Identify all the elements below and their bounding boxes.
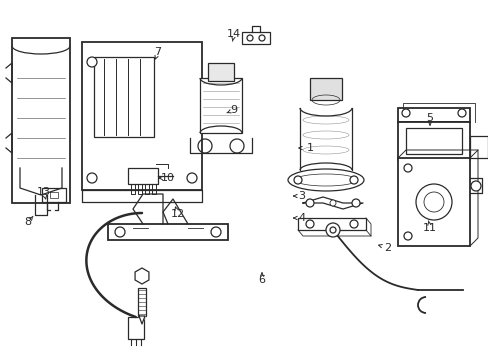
Text: 14: 14 (226, 29, 241, 39)
Bar (128, 168, 158, 184)
Circle shape (329, 200, 335, 206)
Text: 7: 7 (154, 47, 161, 57)
Text: 13: 13 (37, 187, 51, 197)
Text: 1: 1 (306, 143, 313, 153)
Circle shape (325, 223, 339, 237)
Bar (397, 108, 469, 122)
Text: 9: 9 (230, 105, 237, 115)
Polygon shape (135, 268, 149, 284)
Circle shape (415, 184, 451, 220)
Circle shape (305, 220, 313, 228)
Polygon shape (139, 316, 145, 324)
Circle shape (349, 220, 357, 228)
Bar (397, 158, 469, 246)
Circle shape (186, 173, 197, 183)
Text: 2: 2 (384, 243, 391, 253)
Bar (94, 57, 154, 137)
Circle shape (210, 227, 221, 237)
Bar (469, 136, 487, 158)
Text: 5: 5 (426, 113, 433, 123)
Bar (42, 188, 66, 202)
Bar (309, 78, 341, 100)
Circle shape (293, 176, 302, 184)
Bar (127, 317, 143, 339)
Circle shape (246, 35, 252, 41)
Text: 12: 12 (171, 209, 184, 219)
Circle shape (115, 227, 125, 237)
Circle shape (305, 199, 313, 207)
Text: 6: 6 (258, 275, 265, 285)
Bar (242, 32, 269, 44)
Text: 4: 4 (298, 213, 305, 223)
Circle shape (401, 109, 409, 117)
Polygon shape (303, 197, 362, 209)
Bar (397, 122, 469, 160)
Circle shape (259, 35, 264, 41)
Circle shape (403, 232, 411, 240)
Bar (405, 128, 461, 154)
Circle shape (351, 199, 359, 207)
Circle shape (329, 227, 335, 233)
Circle shape (457, 109, 465, 117)
Circle shape (470, 181, 480, 191)
Text: 3: 3 (298, 191, 305, 201)
Circle shape (87, 173, 97, 183)
Text: 11: 11 (422, 223, 436, 233)
Circle shape (87, 57, 97, 67)
Bar (138, 288, 146, 316)
Bar (200, 78, 242, 133)
Circle shape (423, 192, 443, 212)
Bar (297, 218, 365, 230)
Circle shape (349, 176, 357, 184)
Text: 10: 10 (161, 173, 175, 183)
Text: 8: 8 (24, 217, 32, 227)
Bar (12, 38, 70, 203)
Bar (108, 224, 227, 240)
Bar (207, 63, 234, 81)
Circle shape (403, 164, 411, 172)
Bar (82, 42, 202, 190)
